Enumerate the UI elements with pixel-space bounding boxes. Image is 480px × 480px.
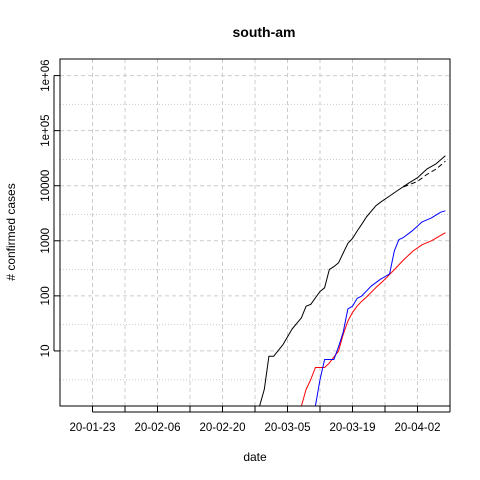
series-line-0	[250, 155, 446, 407]
x-axis: 20-01-23 20-02-06 20-02-20 20-03-05 20-03-19…	[69, 406, 451, 434]
series-lines	[250, 155, 446, 407]
y-tick-label: 10000	[40, 170, 52, 202]
y-tick-label: 10	[40, 345, 52, 358]
y-tick-label: 100	[40, 286, 52, 305]
series-line-3	[310, 210, 446, 407]
series-line-2	[287, 232, 446, 407]
x-tick-label: 20-03-05	[264, 422, 310, 434]
y-tick-label: 1e+05	[40, 114, 52, 146]
chart-title: south-am	[233, 24, 296, 40]
y-tick-label: 1e+06	[40, 59, 52, 91]
x-tick-label: 20-03-19	[329, 422, 375, 434]
y-tick-label: 1000	[40, 228, 52, 254]
x-tick-label: 20-02-20	[199, 422, 245, 434]
x-axis-label: date	[243, 450, 267, 464]
series-line-1	[403, 160, 446, 188]
x-tick-label: 20-04-02	[394, 422, 440, 434]
grid	[60, 59, 451, 407]
y-axis: 10 100 1000 10000 1e+05 1e+06	[40, 59, 60, 357]
x-tick-label: 20-01-23	[69, 422, 115, 434]
x-tick-label: 20-02-06	[134, 422, 180, 434]
y-axis-label: # confirmed cases	[4, 183, 18, 280]
